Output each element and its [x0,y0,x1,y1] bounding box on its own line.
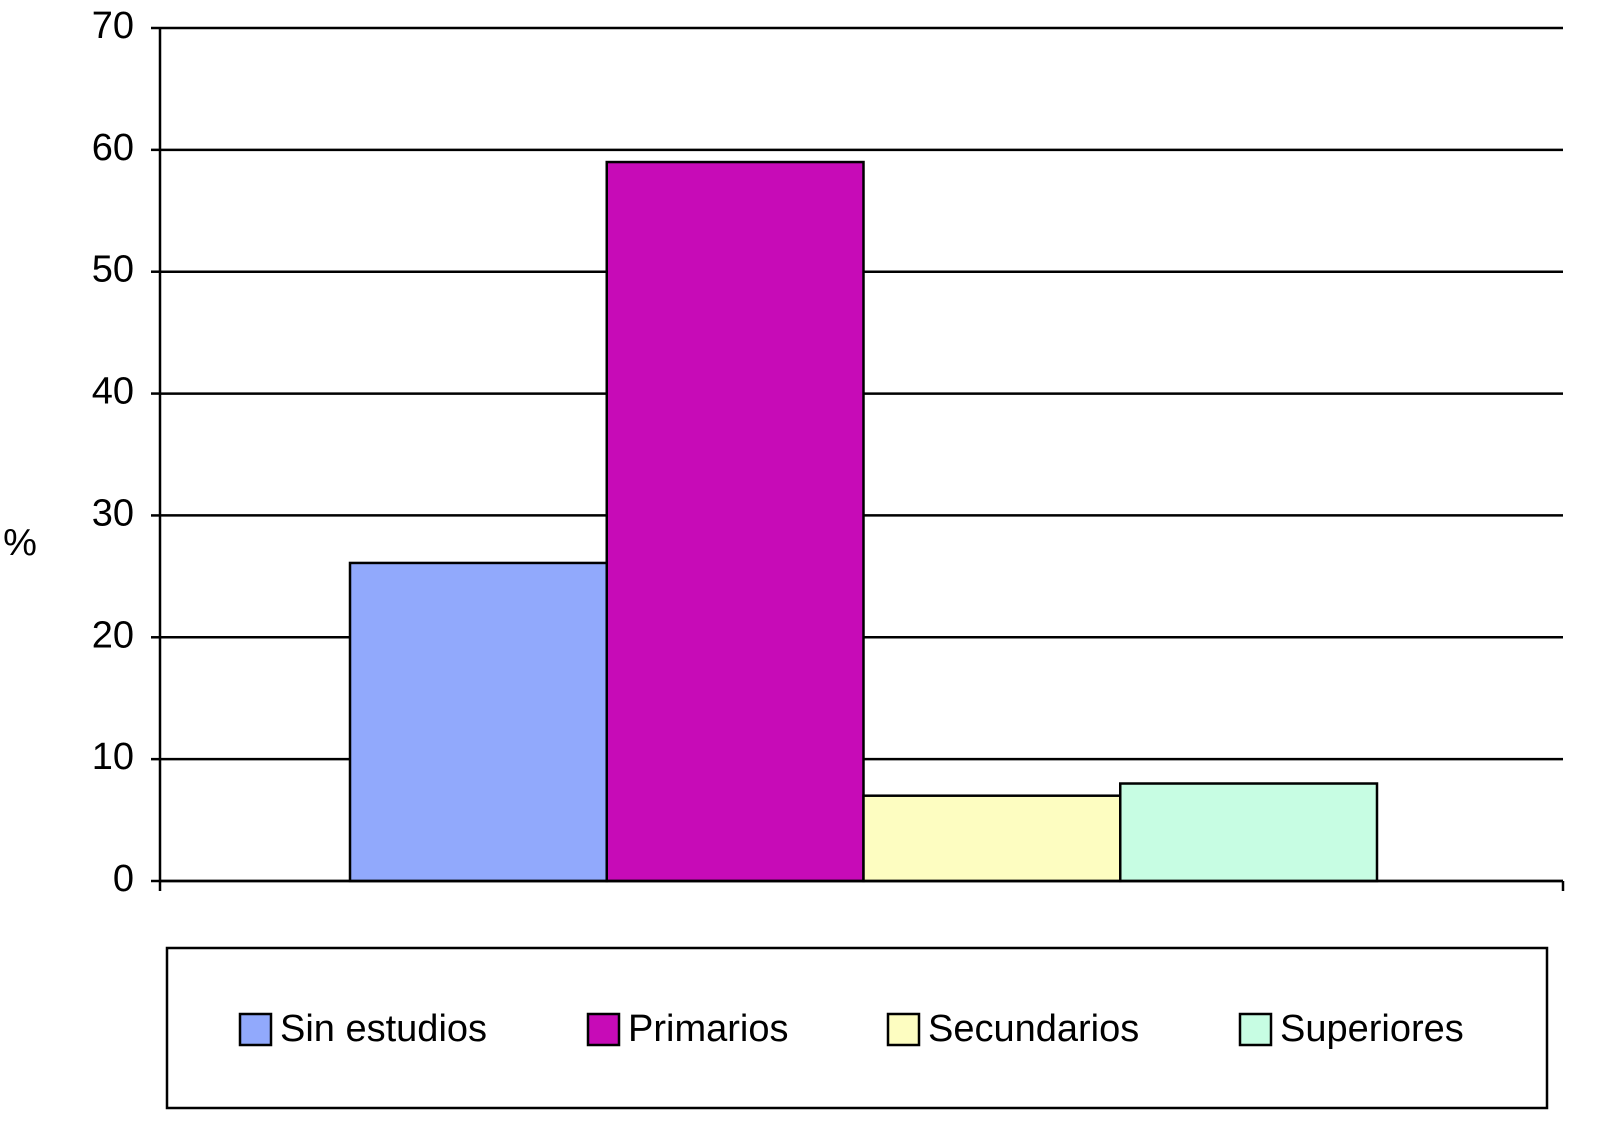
y-tick-label: 60 [92,127,134,169]
legend-label: Primarios [628,1008,788,1050]
bar [348,561,609,883]
legend-swatch [886,1012,921,1047]
y-tick-label: 50 [92,249,134,291]
legend-label: Sin estudios [280,1008,487,1050]
bar [862,794,1122,883]
legend-label: Superiores [1280,1008,1464,1050]
legend-swatch [586,1012,621,1047]
legend-box [165,946,1549,1110]
y-tick-label: 70 [92,5,134,47]
y-tick-label: 40 [92,371,134,413]
y-tick-label: 30 [92,492,134,534]
y-tick-label: 10 [92,736,134,778]
legend-swatch [238,1012,273,1047]
y-tick-label: 0 [113,858,134,900]
legend-swatch [1238,1012,1273,1047]
y-axis-label: % [3,522,37,564]
bar [1118,782,1379,883]
y-tick-label: 20 [92,614,134,656]
bar [605,160,865,883]
legend-label: Secundarios [928,1008,1139,1050]
